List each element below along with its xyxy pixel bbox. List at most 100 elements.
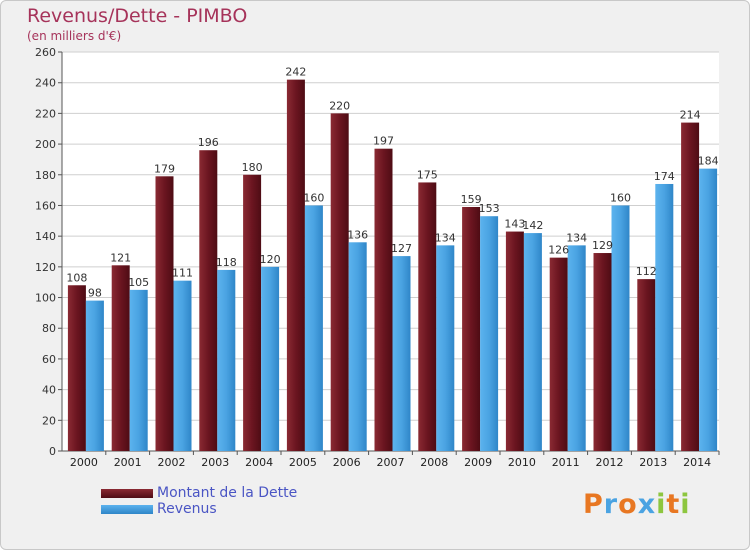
x-tick-label: 2011 [552,456,580,469]
bar-revenue [129,289,148,451]
bar-debt [243,174,262,451]
x-tick-label: 2007 [377,456,405,469]
logo-letter: P [583,489,604,520]
legend-swatch-revenue [101,504,153,514]
proxiti-logo: Proxiti [583,489,691,520]
value-label: 118 [216,256,237,269]
x-tick-label: 2006 [333,456,361,469]
bar-revenue [567,245,586,451]
y-tick-label: 60 [42,353,56,366]
y-tick-label: 0 [49,445,56,458]
chart-subtitle: (en milliers d'€) [27,29,122,43]
y-tick-label: 80 [42,322,56,335]
bar-revenue [261,266,280,451]
bar-debt [505,231,524,451]
bar-debt [374,148,393,451]
value-label: 180 [242,161,263,174]
y-tick-label: 240 [35,77,56,90]
bars [67,79,718,452]
bar-revenue [480,216,499,451]
bar-revenue [392,256,411,451]
bar-debt [418,182,437,451]
bar-debt [111,265,130,451]
value-label: 160 [303,191,324,204]
value-label: 112 [636,265,657,278]
bar-debt [681,122,700,451]
value-label: 184 [698,155,719,168]
bar-revenue [304,205,323,451]
bar-debt [199,150,218,451]
x-tick-label: 2005 [289,456,317,469]
value-label: 242 [285,66,306,79]
value-label: 126 [548,244,569,257]
value-label: 159 [461,193,482,206]
value-label: 153 [479,202,500,215]
value-label: 121 [110,251,131,264]
y-tick-label: 260 [35,46,56,59]
value-label: 134 [435,231,456,244]
x-tick-label: 2003 [201,456,229,469]
value-label: 108 [66,271,87,284]
value-label: 129 [592,239,613,252]
logo-letter: r [603,489,619,520]
y-tick-label: 100 [35,292,56,305]
y-tick-label: 180 [35,169,56,182]
y-tick-label: 20 [42,414,56,427]
x-tick-label: 2001 [114,456,142,469]
bar-debt [67,285,86,451]
logo-letter: i [656,489,667,520]
bar-debt [286,79,305,451]
x-tick-label: 2004 [245,456,273,469]
value-label: 214 [680,109,701,122]
bar-revenue [436,245,455,451]
y-tick-label: 200 [35,138,56,151]
x-tick-label: 2012 [596,456,624,469]
x-tick-label: 2000 [70,456,98,469]
bar-revenue [655,183,674,451]
value-label: 143 [504,218,525,231]
logo-letter: i [680,489,691,520]
value-label: 105 [128,276,149,289]
legend-label-debt: Montant de la Dette [157,485,298,501]
bar-revenue [348,242,367,451]
bar-debt [155,176,174,452]
bar-revenue [699,168,718,451]
bar-debt [593,253,612,451]
x-tick-label: 2008 [420,456,448,469]
chart-title: Revenus/Dette - PIMBO [27,5,248,27]
x-tick-label: 2013 [639,456,667,469]
value-label: 111 [172,267,193,280]
legend-swatch-debt [101,488,153,498]
legend-item-revenue: Revenus [101,501,297,517]
value-label: 134 [566,231,587,244]
bar-debt [549,257,568,451]
value-label: 120 [260,253,281,266]
logo-letter: t [666,489,681,520]
y-tick-label: 40 [42,384,56,397]
x-tick-label: 2010 [508,456,536,469]
legend-item-debt: Montant de la Dette [101,485,297,501]
value-label: 197 [373,135,394,148]
value-label: 196 [198,136,219,149]
bar-debt [637,279,656,451]
value-label: 174 [654,170,675,183]
value-label: 220 [329,99,350,112]
bar-revenue [217,269,236,451]
value-label: 179 [154,162,175,175]
bar-debt [330,113,349,451]
value-label: 142 [522,219,543,232]
x-tick-label: 2002 [158,456,186,469]
value-label: 136 [347,228,368,241]
legend-label-revenue: Revenus [157,501,217,517]
y-tick-label: 160 [35,199,56,212]
value-label: 127 [391,242,412,255]
y-tick-label: 120 [35,261,56,274]
y-tick-label: 220 [35,107,56,120]
value-label: 160 [610,191,631,204]
bar-revenue [523,233,542,451]
legend: Montant de la Dette Revenus [101,485,297,517]
value-label: 98 [88,287,102,300]
